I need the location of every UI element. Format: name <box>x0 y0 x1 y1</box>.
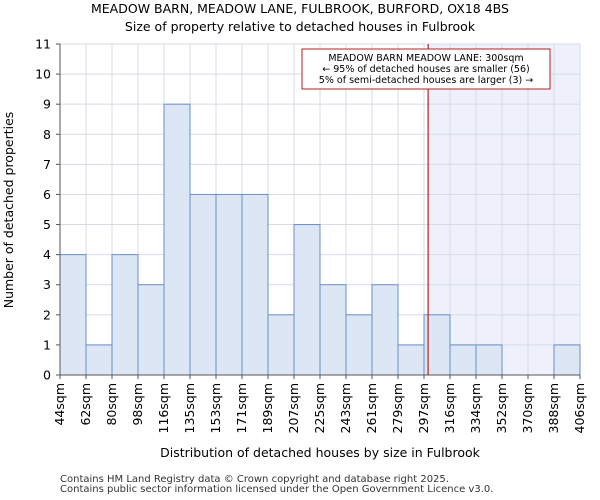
y-tick-label: 9 <box>43 97 51 112</box>
y-tick-label: 3 <box>43 277 51 292</box>
x-tick-label: 207sqm <box>286 383 301 433</box>
y-tick-label: 4 <box>43 247 51 262</box>
x-tick-label: 171sqm <box>234 383 249 433</box>
x-tick-label: 98sqm <box>130 383 145 426</box>
bar <box>475 344 503 376</box>
footer-line-2: Contains public sector information licen… <box>60 484 494 495</box>
x-tick-label: 352sqm <box>494 383 509 433</box>
x-tick-label: 406sqm <box>572 383 587 433</box>
bar <box>397 344 425 376</box>
y-axis-label: Number of detached properties <box>1 112 16 309</box>
y-tick-label: 5 <box>43 217 51 232</box>
x-tick-label: 261sqm <box>364 383 379 433</box>
bar <box>59 254 87 376</box>
x-tick-label: 44sqm <box>52 383 67 426</box>
bar <box>319 284 347 376</box>
annotation-line-1: MEADOW BARN MEADOW LANE: 300sqm <box>328 53 523 64</box>
chart-subtitle: Size of property relative to detached ho… <box>125 19 476 34</box>
y-tick-label: 10 <box>35 67 51 82</box>
annotation-box <box>301 48 551 90</box>
bar <box>553 344 581 376</box>
y-tick-label: 1 <box>43 337 51 352</box>
x-axis-label: Distribution of detached houses by size … <box>160 445 481 460</box>
chart-title: MEADOW BARN, MEADOW LANE, FULBROOK, BURF… <box>91 1 509 16</box>
y-tick-label: 6 <box>43 187 51 202</box>
annotation-line-2: ← 95% of detached houses are smaller (56… <box>322 64 529 75</box>
y-tick-label: 11 <box>35 37 51 52</box>
bar <box>345 314 373 376</box>
bar <box>371 284 399 376</box>
bar <box>137 284 165 376</box>
y-tick-label: 7 <box>43 157 51 172</box>
footer-line-1: Contains HM Land Registry data © Crown c… <box>60 474 449 485</box>
x-tick-label: 225sqm <box>312 383 327 433</box>
x-tick-label: 80sqm <box>104 383 119 426</box>
x-tick-label: 316sqm <box>442 383 457 433</box>
bar <box>163 103 191 376</box>
y-tick-label: 8 <box>43 127 51 142</box>
bar <box>293 224 321 376</box>
x-tick-label: 153sqm <box>208 383 223 433</box>
x-tick-label: 116sqm <box>156 383 171 433</box>
y-tick-label: 2 <box>43 307 51 322</box>
x-tick-label: 189sqm <box>260 383 275 433</box>
y-tick-label: 0 <box>43 368 51 383</box>
x-tick-label: 62sqm <box>78 383 93 426</box>
x-tick-label: 297sqm <box>416 383 431 433</box>
x-tick-label: 370sqm <box>520 383 535 433</box>
x-tick-label: 388sqm <box>546 383 561 433</box>
x-tick-label: 135sqm <box>182 383 197 433</box>
x-tick-label: 334sqm <box>468 383 483 433</box>
bar <box>111 254 139 376</box>
x-tick-label: 243sqm <box>338 383 353 433</box>
annotation-line-3: 5% of semi-detached houses are larger (3… <box>319 75 533 86</box>
bar <box>267 314 295 376</box>
bar <box>85 344 113 376</box>
bar <box>241 193 269 376</box>
bar <box>449 344 477 376</box>
highlight-region <box>428 44 580 375</box>
bar <box>189 193 217 376</box>
x-tick-label: 279sqm <box>390 383 405 433</box>
bar <box>215 193 243 376</box>
